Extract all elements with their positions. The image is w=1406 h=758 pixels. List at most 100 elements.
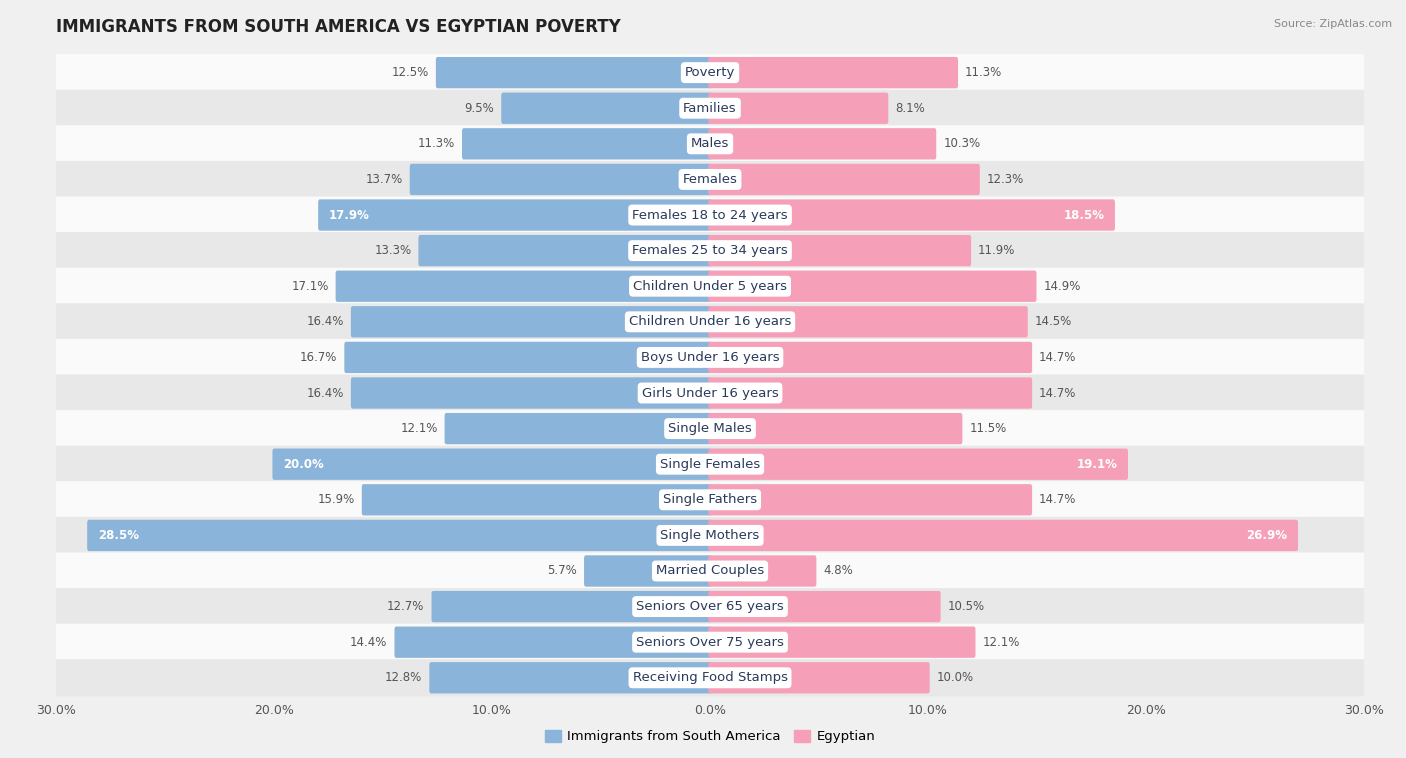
FancyBboxPatch shape: [709, 662, 929, 694]
Text: 11.3%: 11.3%: [965, 66, 1002, 79]
Text: Single Mothers: Single Mothers: [661, 529, 759, 542]
FancyBboxPatch shape: [56, 268, 1364, 305]
FancyBboxPatch shape: [709, 271, 1036, 302]
Text: 17.1%: 17.1%: [291, 280, 329, 293]
Text: 17.9%: 17.9%: [329, 208, 370, 221]
FancyBboxPatch shape: [709, 164, 980, 195]
FancyBboxPatch shape: [709, 520, 1298, 551]
Text: Children Under 5 years: Children Under 5 years: [633, 280, 787, 293]
Text: Boys Under 16 years: Boys Under 16 years: [641, 351, 779, 364]
Text: Females: Females: [682, 173, 738, 186]
Text: 16.4%: 16.4%: [307, 315, 344, 328]
Text: 12.5%: 12.5%: [392, 66, 429, 79]
FancyBboxPatch shape: [444, 413, 711, 444]
Text: 15.9%: 15.9%: [318, 493, 354, 506]
FancyBboxPatch shape: [709, 449, 1128, 480]
Text: Seniors Over 75 years: Seniors Over 75 years: [636, 636, 785, 649]
FancyBboxPatch shape: [502, 92, 711, 124]
Text: Girls Under 16 years: Girls Under 16 years: [641, 387, 779, 399]
Text: 11.9%: 11.9%: [979, 244, 1015, 257]
Text: 13.3%: 13.3%: [374, 244, 412, 257]
Text: 8.1%: 8.1%: [896, 102, 925, 114]
FancyBboxPatch shape: [709, 342, 1032, 373]
Text: 14.7%: 14.7%: [1039, 493, 1077, 506]
Text: Married Couples: Married Couples: [657, 565, 763, 578]
Text: 16.7%: 16.7%: [299, 351, 337, 364]
FancyBboxPatch shape: [352, 377, 711, 409]
FancyBboxPatch shape: [56, 339, 1364, 376]
Text: 19.1%: 19.1%: [1077, 458, 1118, 471]
Text: Single Females: Single Females: [659, 458, 761, 471]
FancyBboxPatch shape: [463, 128, 711, 159]
FancyBboxPatch shape: [395, 627, 711, 658]
FancyBboxPatch shape: [56, 446, 1364, 483]
Text: 20.0%: 20.0%: [283, 458, 323, 471]
FancyBboxPatch shape: [318, 199, 711, 230]
FancyBboxPatch shape: [709, 128, 936, 159]
FancyBboxPatch shape: [709, 199, 1115, 230]
Text: 4.8%: 4.8%: [824, 565, 853, 578]
FancyBboxPatch shape: [409, 164, 711, 195]
FancyBboxPatch shape: [361, 484, 711, 515]
FancyBboxPatch shape: [56, 374, 1364, 412]
FancyBboxPatch shape: [709, 556, 817, 587]
Text: 13.7%: 13.7%: [366, 173, 402, 186]
FancyBboxPatch shape: [56, 659, 1364, 697]
Text: 14.7%: 14.7%: [1039, 387, 1077, 399]
FancyBboxPatch shape: [709, 484, 1032, 515]
FancyBboxPatch shape: [709, 377, 1032, 409]
Text: 12.8%: 12.8%: [385, 672, 422, 684]
Text: 11.3%: 11.3%: [418, 137, 456, 150]
FancyBboxPatch shape: [344, 342, 711, 373]
FancyBboxPatch shape: [56, 232, 1364, 269]
FancyBboxPatch shape: [56, 125, 1364, 162]
FancyBboxPatch shape: [709, 413, 962, 444]
FancyBboxPatch shape: [56, 196, 1364, 233]
Text: Seniors Over 65 years: Seniors Over 65 years: [636, 600, 785, 613]
Text: 10.5%: 10.5%: [948, 600, 984, 613]
Text: Single Males: Single Males: [668, 422, 752, 435]
FancyBboxPatch shape: [336, 271, 711, 302]
Text: 12.3%: 12.3%: [987, 173, 1024, 186]
FancyBboxPatch shape: [419, 235, 711, 266]
FancyBboxPatch shape: [436, 57, 711, 88]
FancyBboxPatch shape: [56, 161, 1364, 198]
FancyBboxPatch shape: [432, 591, 711, 622]
FancyBboxPatch shape: [56, 517, 1364, 554]
Text: 10.0%: 10.0%: [936, 672, 974, 684]
Text: 28.5%: 28.5%: [97, 529, 139, 542]
FancyBboxPatch shape: [87, 520, 711, 551]
FancyBboxPatch shape: [56, 410, 1364, 447]
Text: Single Fathers: Single Fathers: [664, 493, 756, 506]
Text: 14.4%: 14.4%: [350, 636, 388, 649]
FancyBboxPatch shape: [56, 588, 1364, 625]
FancyBboxPatch shape: [56, 54, 1364, 91]
Text: 16.4%: 16.4%: [307, 387, 344, 399]
Text: Receiving Food Stamps: Receiving Food Stamps: [633, 672, 787, 684]
Text: 18.5%: 18.5%: [1063, 208, 1105, 221]
Text: Children Under 16 years: Children Under 16 years: [628, 315, 792, 328]
Text: 10.3%: 10.3%: [943, 137, 980, 150]
FancyBboxPatch shape: [709, 235, 972, 266]
Text: 14.5%: 14.5%: [1035, 315, 1071, 328]
Text: 26.9%: 26.9%: [1247, 529, 1288, 542]
Text: IMMIGRANTS FROM SOUTH AMERICA VS EGYPTIAN POVERTY: IMMIGRANTS FROM SOUTH AMERICA VS EGYPTIA…: [56, 18, 621, 36]
Text: 14.7%: 14.7%: [1039, 351, 1077, 364]
Text: 12.7%: 12.7%: [387, 600, 425, 613]
FancyBboxPatch shape: [56, 553, 1364, 590]
Text: 12.1%: 12.1%: [401, 422, 437, 435]
FancyBboxPatch shape: [429, 662, 711, 694]
FancyBboxPatch shape: [56, 89, 1364, 127]
FancyBboxPatch shape: [583, 556, 711, 587]
FancyBboxPatch shape: [56, 624, 1364, 661]
FancyBboxPatch shape: [709, 627, 976, 658]
Text: Males: Males: [690, 137, 730, 150]
Text: 12.1%: 12.1%: [983, 636, 1019, 649]
FancyBboxPatch shape: [709, 591, 941, 622]
Text: 14.9%: 14.9%: [1043, 280, 1081, 293]
Text: Females 18 to 24 years: Females 18 to 24 years: [633, 208, 787, 221]
FancyBboxPatch shape: [709, 92, 889, 124]
Text: 9.5%: 9.5%: [464, 102, 495, 114]
FancyBboxPatch shape: [56, 481, 1364, 518]
FancyBboxPatch shape: [56, 303, 1364, 340]
